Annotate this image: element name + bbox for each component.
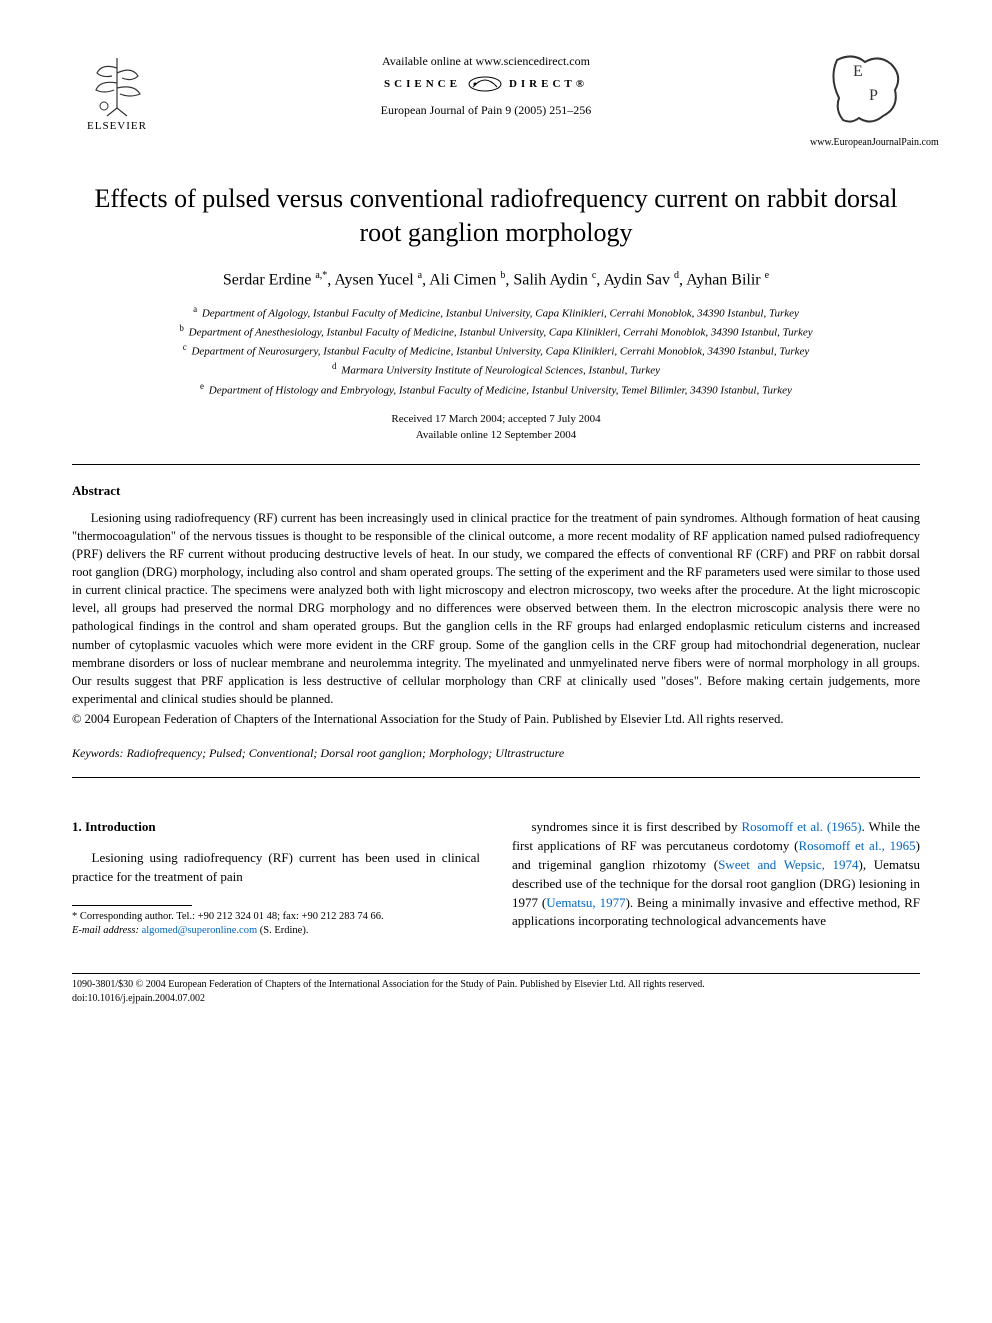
issn-copyright-line: 1090-3801/$30 © 2004 European Federation… bbox=[72, 978, 920, 992]
center-header: Available online at www.sciencedirect.co… bbox=[162, 48, 810, 118]
bottom-meta: 1090-3801/$30 © 2004 European Federation… bbox=[72, 978, 920, 1006]
ref-link[interactable]: Rosomoff et al. (1965) bbox=[741, 819, 861, 834]
footnote-rule bbox=[72, 905, 192, 906]
affiliation-line: b Department of Anesthesiology, Istanbul… bbox=[72, 322, 920, 341]
elsevier-tree-icon bbox=[82, 48, 152, 118]
sd-swirl-icon bbox=[467, 75, 503, 93]
abstract-copyright: © 2004 European Federation of Chapters o… bbox=[72, 710, 920, 728]
email-address[interactable]: algomed@superonline.com bbox=[142, 925, 258, 936]
ref-link[interactable]: Sweet and Wepsic, 1974 bbox=[718, 857, 858, 872]
left-column: 1. Introduction Lesioning using radiofre… bbox=[72, 818, 480, 939]
keywords-line: Keywords: Radiofrequency; Pulsed; Conven… bbox=[72, 746, 920, 761]
received-accepted: Received 17 March 2004; accepted 7 July … bbox=[72, 411, 920, 428]
corresponding-author-note: * Corresponding author. Tel.: +90 212 32… bbox=[72, 910, 480, 925]
journal-reference: European Journal of Pain 9 (2005) 251–25… bbox=[162, 103, 810, 118]
available-online-date: Available online 12 September 2004 bbox=[72, 427, 920, 444]
sd-text-right: DIRECT® bbox=[509, 78, 588, 90]
affiliation-line: d Marmara University Institute of Neurol… bbox=[72, 360, 920, 379]
email-label: E-mail address: bbox=[72, 925, 139, 936]
affiliation-line: e Department of Histology and Embryology… bbox=[72, 380, 920, 399]
sciencedirect-logo: SCIENCE DIRECT® bbox=[162, 75, 810, 93]
body-columns: 1. Introduction Lesioning using radiofre… bbox=[72, 818, 920, 939]
keywords-text: Radiofrequency; Pulsed; Conventional; Do… bbox=[124, 746, 565, 760]
intro-left-para: Lesioning using radiofrequency (RF) curr… bbox=[72, 849, 480, 887]
ref-link[interactable]: Uematsu, 1977 bbox=[546, 895, 625, 910]
svg-text:P: P bbox=[869, 87, 878, 104]
journal-url: www.EuropeanJournalPain.com bbox=[810, 137, 920, 148]
footnotes-block: * Corresponding author. Tel.: +90 212 32… bbox=[72, 910, 480, 939]
sd-text-left: SCIENCE bbox=[384, 78, 461, 90]
available-online-text: Available online at www.sciencedirect.co… bbox=[162, 54, 810, 69]
abstract-text: Lesioning using radiofrequency (RF) curr… bbox=[72, 509, 920, 708]
elsevier-label: ELSEVIER bbox=[87, 120, 147, 132]
intro-heading: 1. Introduction bbox=[72, 818, 480, 837]
page-header: ELSEVIER Available online at www.science… bbox=[72, 48, 920, 148]
affiliations-block: a Department of Algology, Istanbul Facul… bbox=[72, 303, 920, 399]
keywords-label: Keywords: bbox=[72, 746, 124, 760]
right-column: syndromes since it is first described by… bbox=[512, 818, 920, 939]
affiliation-line: c Department of Neurosurgery, Istanbul F… bbox=[72, 341, 920, 360]
authors-line: Serdar Erdine a,*, Aysen Yucel a, Ali Ci… bbox=[72, 270, 920, 289]
email-line: E-mail address: algomed@superonline.com … bbox=[72, 924, 480, 939]
intro-right-para: syndromes since it is first described by… bbox=[512, 818, 920, 931]
abstract-block: Abstract Lesioning using radiofrequency … bbox=[72, 483, 920, 729]
abstract-heading: Abstract bbox=[72, 483, 920, 499]
affiliation-line: a Department of Algology, Istanbul Facul… bbox=[72, 303, 920, 322]
bottom-rule bbox=[72, 973, 920, 974]
journal-logo-icon: E P bbox=[825, 48, 905, 128]
elsevier-logo-block: ELSEVIER bbox=[72, 48, 162, 132]
svg-text:E: E bbox=[853, 63, 863, 80]
rule-top bbox=[72, 464, 920, 465]
doi-line: doi:10.1016/j.ejpain.2004.07.002 bbox=[72, 992, 920, 1006]
ref-link[interactable]: Rosomoff et al., 1965 bbox=[798, 838, 915, 853]
email-owner: (S. Erdine). bbox=[260, 925, 309, 936]
journal-logo-block: E P www.EuropeanJournalPain.com bbox=[810, 48, 920, 148]
dates-block: Received 17 March 2004; accepted 7 July … bbox=[72, 411, 920, 444]
rule-bottom-abstract bbox=[72, 777, 920, 778]
article-title: Effects of pulsed versus conventional ra… bbox=[92, 182, 900, 250]
